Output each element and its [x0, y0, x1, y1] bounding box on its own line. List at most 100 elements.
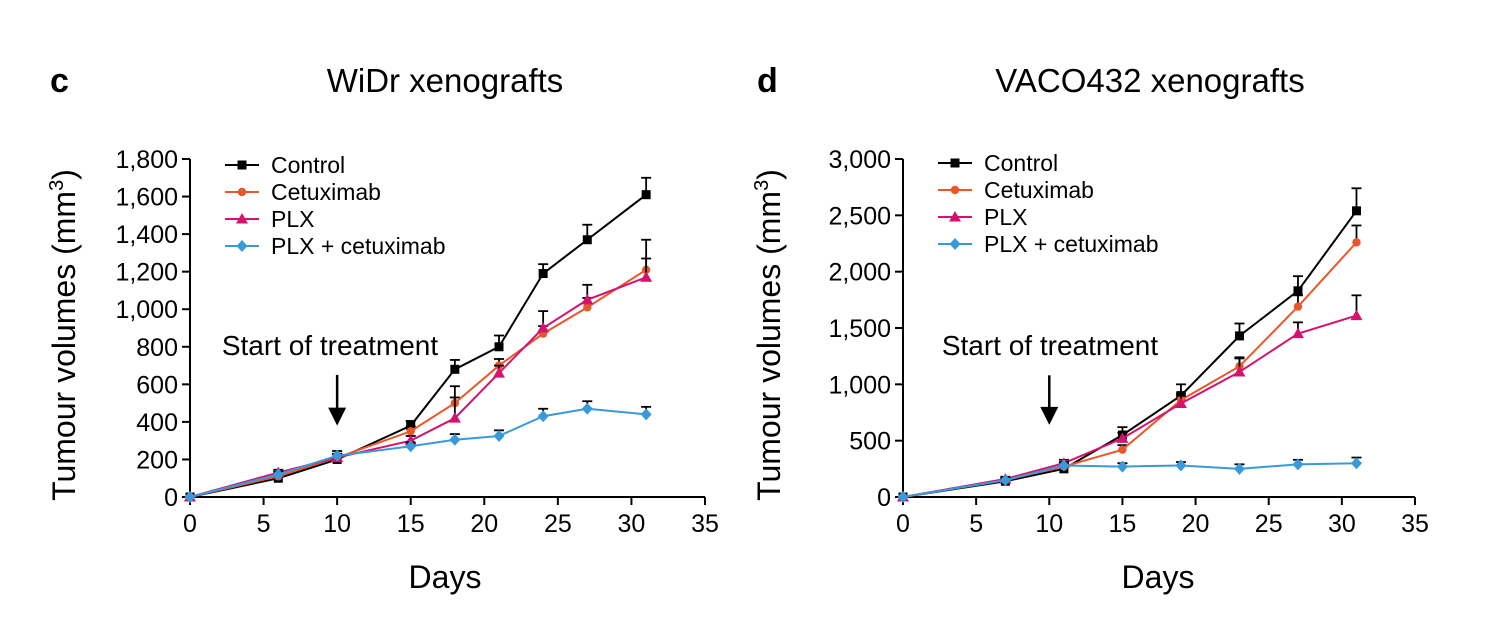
series-line [902, 241, 1358, 498]
data-point [1118, 445, 1127, 454]
treatment-annotation: Start of treatment [942, 330, 1158, 425]
y-axis-label-close: ) [46, 169, 82, 180]
y-axis-label: Tumour volumes (mm3) [751, 169, 787, 501]
legend-marker [949, 211, 961, 222]
series-plx-cetuximab [184, 400, 652, 503]
legend-label: PLX [984, 204, 1027, 230]
legend-label: Cetuximab [271, 179, 381, 205]
legend-entry: Control [225, 152, 345, 178]
y-tick-label: 0 [877, 484, 891, 512]
y-tick-label: 3,000 [828, 146, 891, 174]
x-tick-label: 20 [470, 510, 498, 538]
y-tick-label: 1,400 [115, 221, 178, 249]
data-point [537, 410, 549, 423]
legend-label: PLX + cetuximab [271, 233, 446, 259]
x-tick-label: 35 [691, 510, 719, 538]
series-plx [897, 294, 1363, 502]
data-point [1233, 365, 1246, 377]
y-tick-label: 400 [136, 409, 178, 437]
panel-label: d [757, 62, 778, 100]
treatment-annotation: Start of treatment [222, 330, 438, 426]
legend-label: Cetuximab [984, 177, 1094, 203]
legend-label: PLX + cetuximab [984, 231, 1159, 257]
data-point [493, 429, 505, 442]
annotation-arrow-head [328, 407, 347, 426]
legend-entry: PLX + cetuximab [225, 233, 446, 259]
y-axis-label-superscript: 3 [46, 180, 68, 191]
legend-entry: PLX [225, 206, 314, 232]
data-point [581, 293, 594, 305]
data-point [1352, 238, 1361, 247]
data-point [1350, 457, 1362, 470]
data-point [1233, 462, 1245, 475]
series-plx [184, 238, 653, 502]
series-plx-cetuximab [897, 456, 1362, 503]
legend-marker [236, 213, 248, 224]
x-tick-label: 5 [257, 510, 271, 538]
y-tick-label: 1,800 [115, 146, 178, 174]
data-point [1293, 286, 1303, 296]
x-tick-label: 30 [1328, 510, 1356, 538]
x-axis-label: Days [409, 559, 482, 595]
y-tick-label: 1,000 [115, 296, 178, 324]
legend-entry: Cetuximab [938, 177, 1094, 203]
x-tick-label: 10 [1035, 510, 1063, 538]
legend-entry: PLX + cetuximab [938, 231, 1159, 257]
series-line [902, 314, 1357, 498]
data-point [1351, 206, 1361, 216]
data-point [494, 342, 504, 352]
panel-label: c [50, 62, 69, 100]
data-point [1175, 459, 1187, 472]
legend-label: Control [984, 150, 1058, 176]
legend-marker [236, 240, 248, 252]
series-cetuximab [898, 224, 1362, 502]
y-tick-label: 600 [136, 371, 178, 399]
y-axis-label-close: ) [751, 169, 787, 180]
x-tick-label: 25 [1255, 510, 1283, 538]
panel-d: d VACO432 xenografts Days Tumour volumes… [751, 62, 1429, 595]
data-point [897, 491, 909, 503]
x-tick-label: 15 [397, 510, 425, 538]
y-tick-label: 1,000 [828, 371, 891, 399]
data-point [581, 402, 593, 415]
data-point [1116, 460, 1128, 473]
panel-c: c WiDr xenografts Days Tumour volumes (m… [46, 62, 719, 595]
annotation-arrow-head [1040, 406, 1059, 425]
y-tick-label: 500 [849, 428, 891, 456]
series-line [189, 276, 647, 498]
chart-title: WiDr xenografts [327, 62, 564, 99]
data-point [538, 269, 548, 279]
data-point [1058, 459, 1070, 472]
data-point [1293, 302, 1303, 311]
plot-area: 0 5 10 15 20 25 30 35 0 500 1,000 1,500 2,000 2,500 3,… [828, 146, 1428, 538]
data-point [448, 412, 461, 423]
data-point [1234, 331, 1244, 341]
series-line [902, 210, 1358, 498]
chart-title: VACO432 xenografts [995, 62, 1304, 99]
y-tick-label: 0 [164, 484, 178, 512]
data-point [999, 474, 1011, 487]
y-axis-label-superscript: 3 [751, 180, 773, 191]
legend-label: PLX [271, 206, 314, 232]
plot-area: 0 5 10 15 20 25 30 35 0 200 400 600 800 1,000 1,200 1,4… [115, 146, 718, 538]
series-line [189, 407, 647, 498]
data-point [582, 235, 592, 245]
data-point [1116, 432, 1129, 443]
x-tick-label: 10 [323, 510, 351, 538]
data-point [1291, 327, 1304, 339]
y-axis-label: Tumour volumes (mm3) [46, 169, 82, 501]
series-line [902, 462, 1357, 498]
x-tick-label: 0 [896, 510, 910, 538]
data-point [449, 433, 461, 446]
legend-marker [949, 238, 961, 250]
x-tick-label: 30 [618, 510, 646, 538]
legend-entry: Control [938, 150, 1058, 176]
legend-entry: PLX [938, 204, 1027, 230]
x-tick-label: 0 [183, 510, 197, 538]
y-axis-label-main: Tumour volumes (mm [751, 191, 787, 501]
x-axis-label: Days [1122, 559, 1195, 595]
x-tick-label: 15 [1109, 510, 1137, 538]
legend-marker [237, 160, 247, 170]
y-tick-label: 800 [136, 334, 178, 362]
